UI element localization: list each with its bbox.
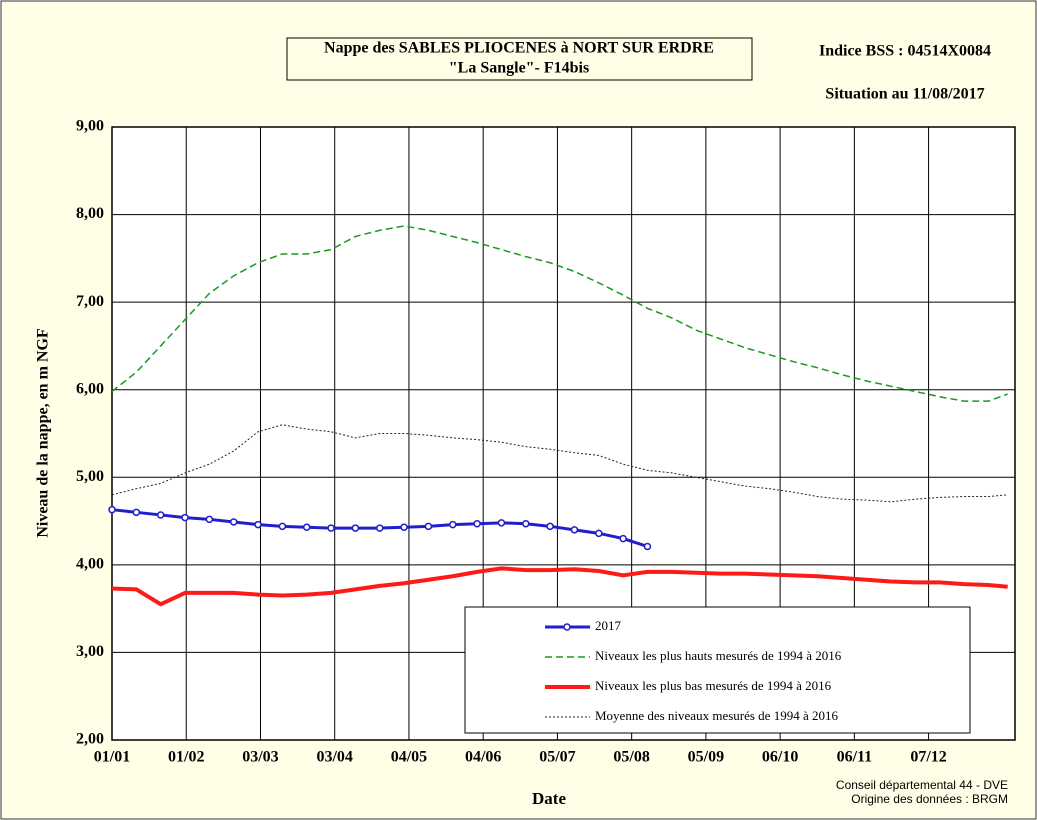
y-tick-label: 8,00 <box>76 205 104 222</box>
point <box>205 515 214 524</box>
point <box>546 522 554 531</box>
y-tick-label: 2,00 <box>76 731 104 748</box>
point <box>595 529 603 538</box>
point <box>497 519 506 527</box>
x-tick-label: 03/04 <box>316 749 352 766</box>
y-tick-label: 9,00 <box>76 118 104 135</box>
y-tick-label: 7,00 <box>76 293 104 310</box>
station-id: Indice BSS : 04514X0084 <box>819 43 991 60</box>
x-tick-label: 04/05 <box>391 749 427 766</box>
point <box>156 511 165 519</box>
credit: Origine des données : BRGM <box>851 792 1008 806</box>
point <box>643 542 652 551</box>
point <box>351 524 360 532</box>
legend-label: Niveaux les plus bas mesurés de 1994 à 2… <box>595 678 832 693</box>
point <box>181 513 189 522</box>
y-tick-label: 4,00 <box>76 556 104 573</box>
point <box>473 519 481 528</box>
x-tick-label: 07/12 <box>910 749 946 766</box>
series-line <box>111 566 1008 607</box>
y-tick-label: 3,00 <box>76 643 104 660</box>
legend-label: Moyenne des niveaux mesurés de 1994 à 20… <box>595 708 838 723</box>
legend-label: Niveaux les plus hauts mesurés de 1994 à… <box>595 648 842 663</box>
point <box>619 534 627 543</box>
x-tick-label: 06/11 <box>837 749 873 766</box>
plot-border <box>111 126 1016 741</box>
title-box <box>286 37 753 81</box>
legend-label: 2017 <box>595 618 622 633</box>
x-axis-label: Date <box>532 789 566 808</box>
point <box>375 524 384 532</box>
chart-title: "La Sangle"- F14bis <box>449 60 589 77</box>
legend-marker <box>563 623 571 631</box>
point <box>570 526 579 534</box>
point <box>327 524 335 532</box>
point <box>424 522 433 531</box>
point <box>132 508 141 517</box>
subtitle: Situation au 11/08/2017 <box>825 86 984 103</box>
series-line <box>111 424 1008 503</box>
point <box>254 520 262 529</box>
series-line <box>111 225 1008 402</box>
chart-title: Nappe des SABLES PLIOCENES à NORT SUR ER… <box>324 40 714 57</box>
point <box>108 505 116 514</box>
credit: Conseil départemental 44 - DVE <box>836 778 1008 792</box>
y-axis-label: Niveau de la nappe, en m NGF <box>35 328 52 538</box>
x-tick-label: 04/06 <box>465 749 501 766</box>
x-tick-label: 03/03 <box>242 749 278 766</box>
x-tick-label: 05/08 <box>613 749 649 766</box>
x-tick-label: 01/01 <box>94 749 130 766</box>
x-tick-label: 05/07 <box>539 749 575 766</box>
point <box>522 519 530 528</box>
x-tick-label: 05/09 <box>688 749 724 766</box>
point <box>302 523 311 531</box>
y-tick-label: 6,00 <box>76 380 104 397</box>
point <box>278 522 287 531</box>
point <box>229 518 238 526</box>
x-tick-label: 06/10 <box>762 749 798 766</box>
y-tick-label: 5,00 <box>76 468 104 485</box>
x-tick-label: 01/02 <box>168 749 204 766</box>
point <box>400 523 408 531</box>
point <box>449 520 457 529</box>
